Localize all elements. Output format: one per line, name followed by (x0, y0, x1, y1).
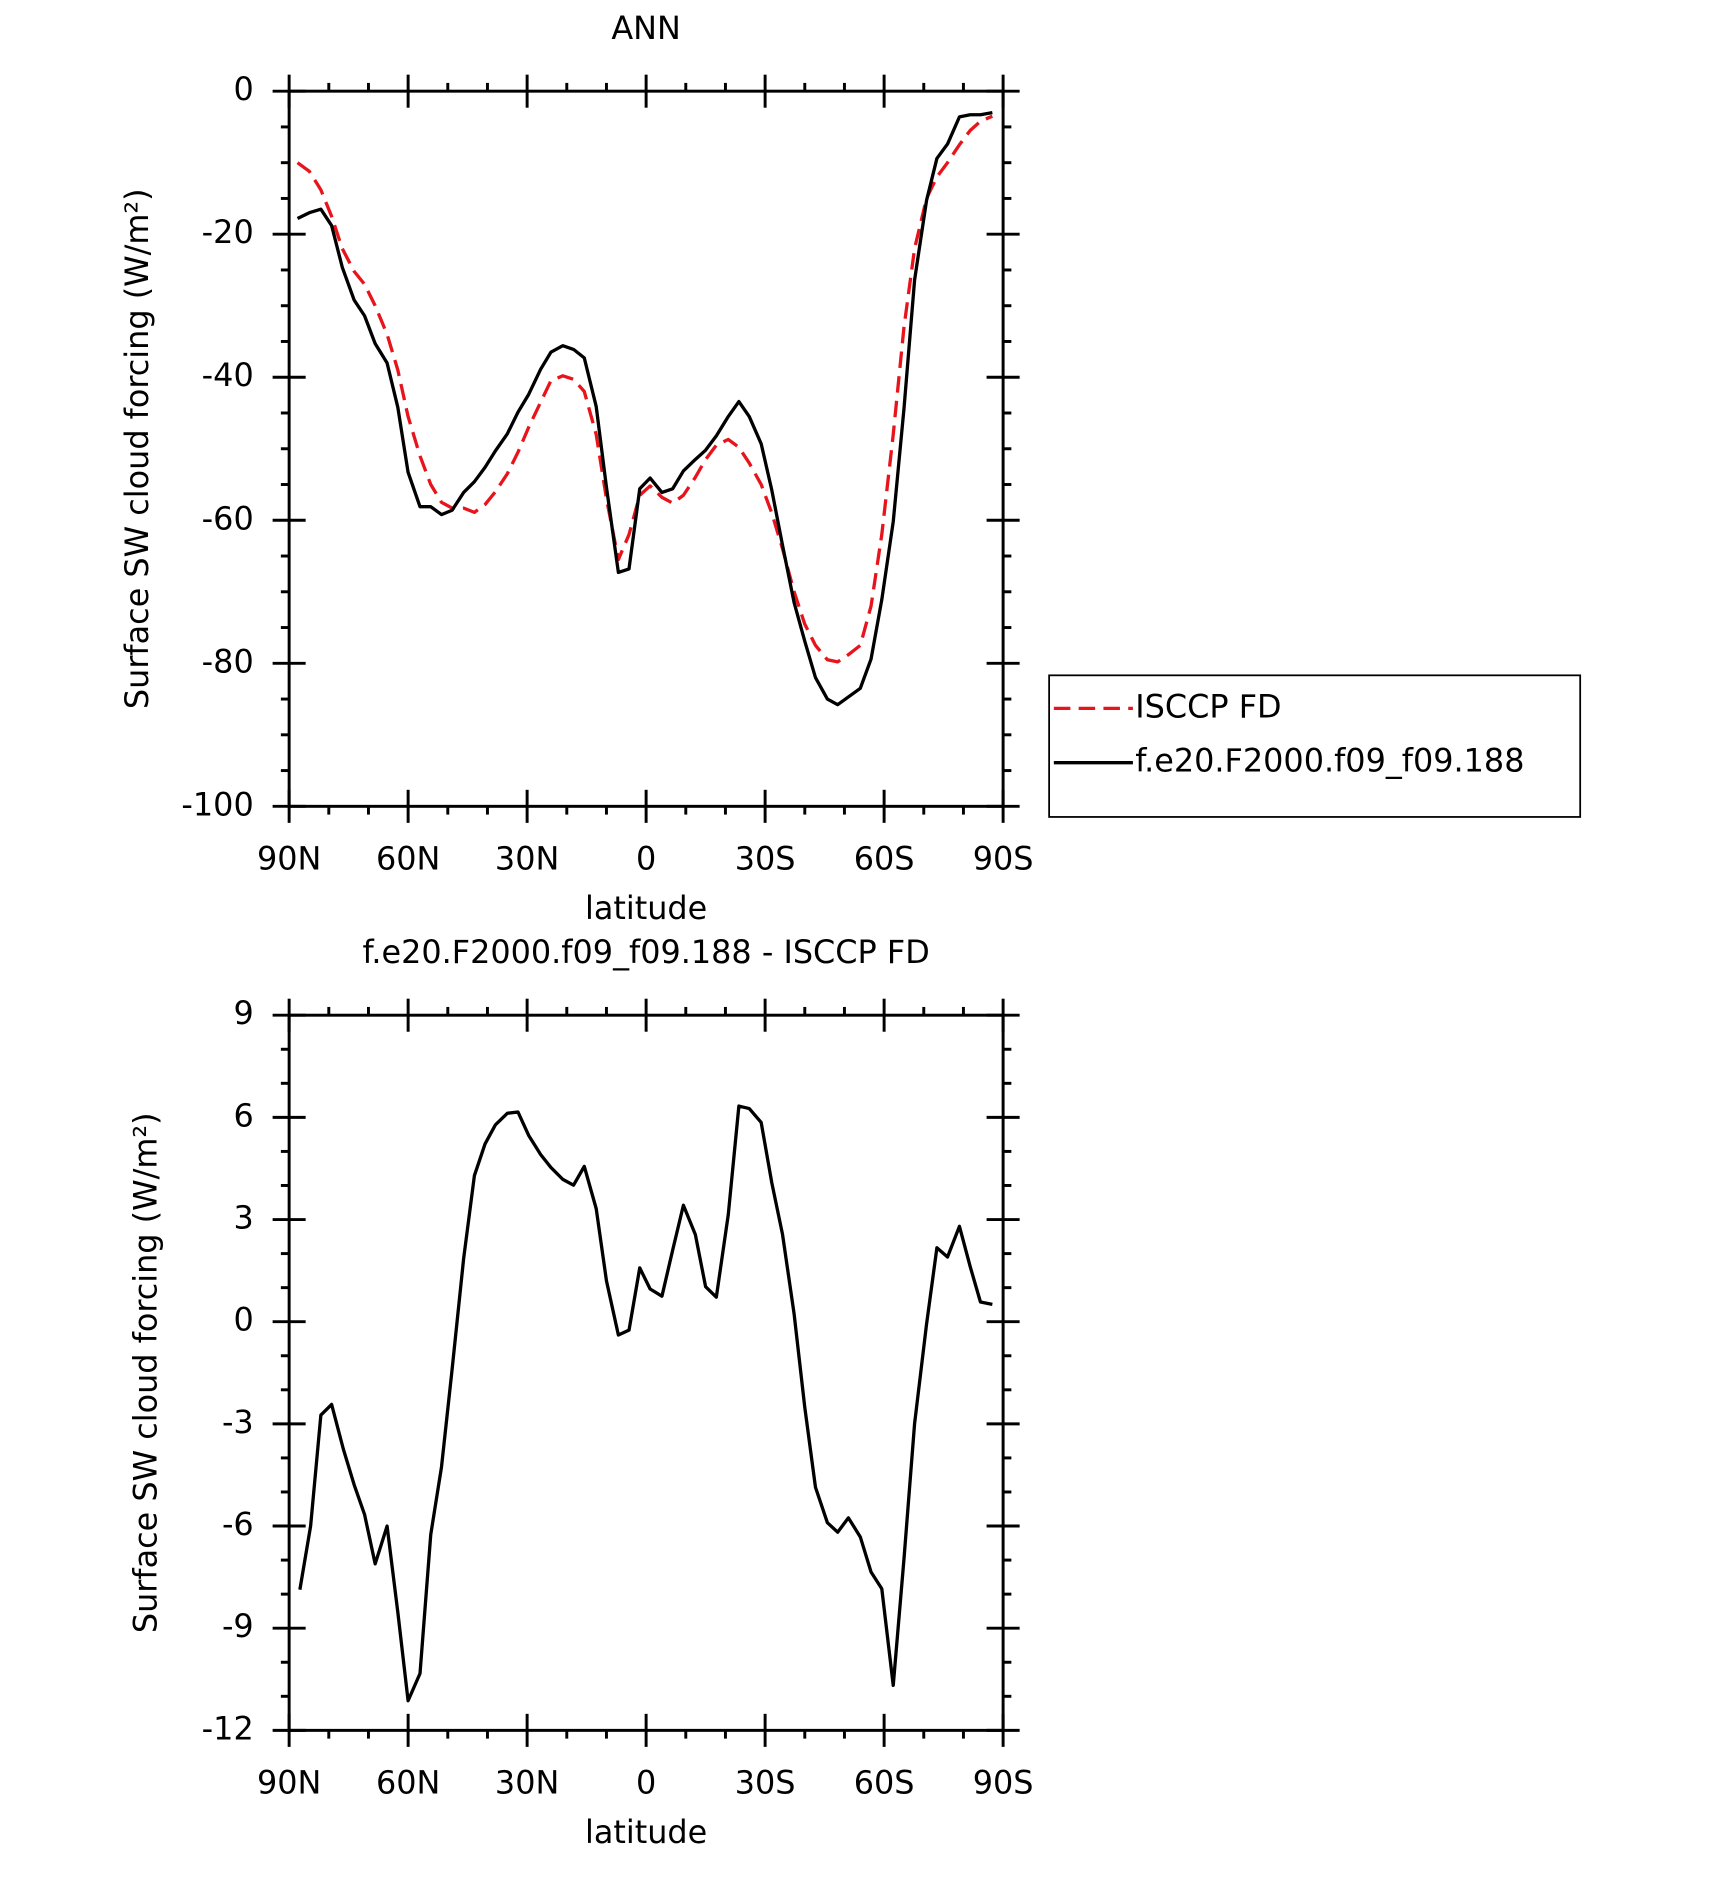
x-tick-label: 30N (495, 840, 559, 878)
y-tick-label: -6 (222, 1505, 254, 1543)
y-tick-label: 0 (233, 70, 253, 108)
plot-frame (287, 89, 1005, 808)
y-axis-label: Surface SW cloud forcing (W/m²) (118, 188, 156, 709)
series-line (296, 114, 994, 664)
y-axis-label: Surface SW cloud forcing (W/m²) (127, 1112, 165, 1633)
legend-box (1048, 674, 1582, 818)
x-tick-label: 90S (973, 840, 1034, 878)
y-tick-label: -100 (181, 785, 253, 823)
y-tick-label: 0 (233, 1301, 253, 1339)
x-axis-label: latitude (585, 889, 707, 927)
y-tick-label: 9 (233, 994, 253, 1032)
y-tick-label: 6 (233, 1096, 253, 1134)
y-tick-label: -3 (222, 1403, 254, 1441)
chart-title: f.e20.F2000.f09_f09.188 - ISCCP FD (362, 933, 929, 971)
y-tick-label: -60 (202, 499, 254, 537)
data-line (298, 1104, 993, 1703)
x-tick-label: 30S (735, 1764, 796, 1802)
y-tick-label: -40 (202, 356, 254, 394)
y-tick-label: -80 (202, 642, 254, 680)
x-tick-label: 30S (735, 840, 796, 878)
y-tick-label: -20 (202, 213, 254, 251)
x-tick-label: 90N (257, 840, 321, 878)
legend-label: ISCCP FD (1135, 687, 1281, 725)
x-tick-label: 0 (636, 840, 656, 878)
x-tick-label: 90S (973, 1764, 1034, 1802)
series-line (296, 111, 993, 707)
y-tick-label: 3 (233, 1199, 253, 1237)
y-tick-label: -12 (202, 1709, 254, 1747)
x-tick-label: 60N (376, 1764, 440, 1802)
chart-title: ANN (611, 9, 680, 47)
legend-label: f.e20.F2000.f09_f09.188 (1135, 742, 1524, 780)
x-tick-label: 0 (636, 1764, 656, 1802)
y-tick-label: -9 (222, 1607, 254, 1645)
x-tick-label: 90N (257, 1764, 321, 1802)
x-tick-label: 60S (854, 840, 915, 878)
x-tick-label: 60S (854, 1764, 915, 1802)
x-axis-label: latitude (585, 1813, 707, 1851)
plot-frame (287, 1013, 1005, 1732)
x-tick-label: 60N (376, 840, 440, 878)
x-tick-label: 30N (495, 1764, 559, 1802)
